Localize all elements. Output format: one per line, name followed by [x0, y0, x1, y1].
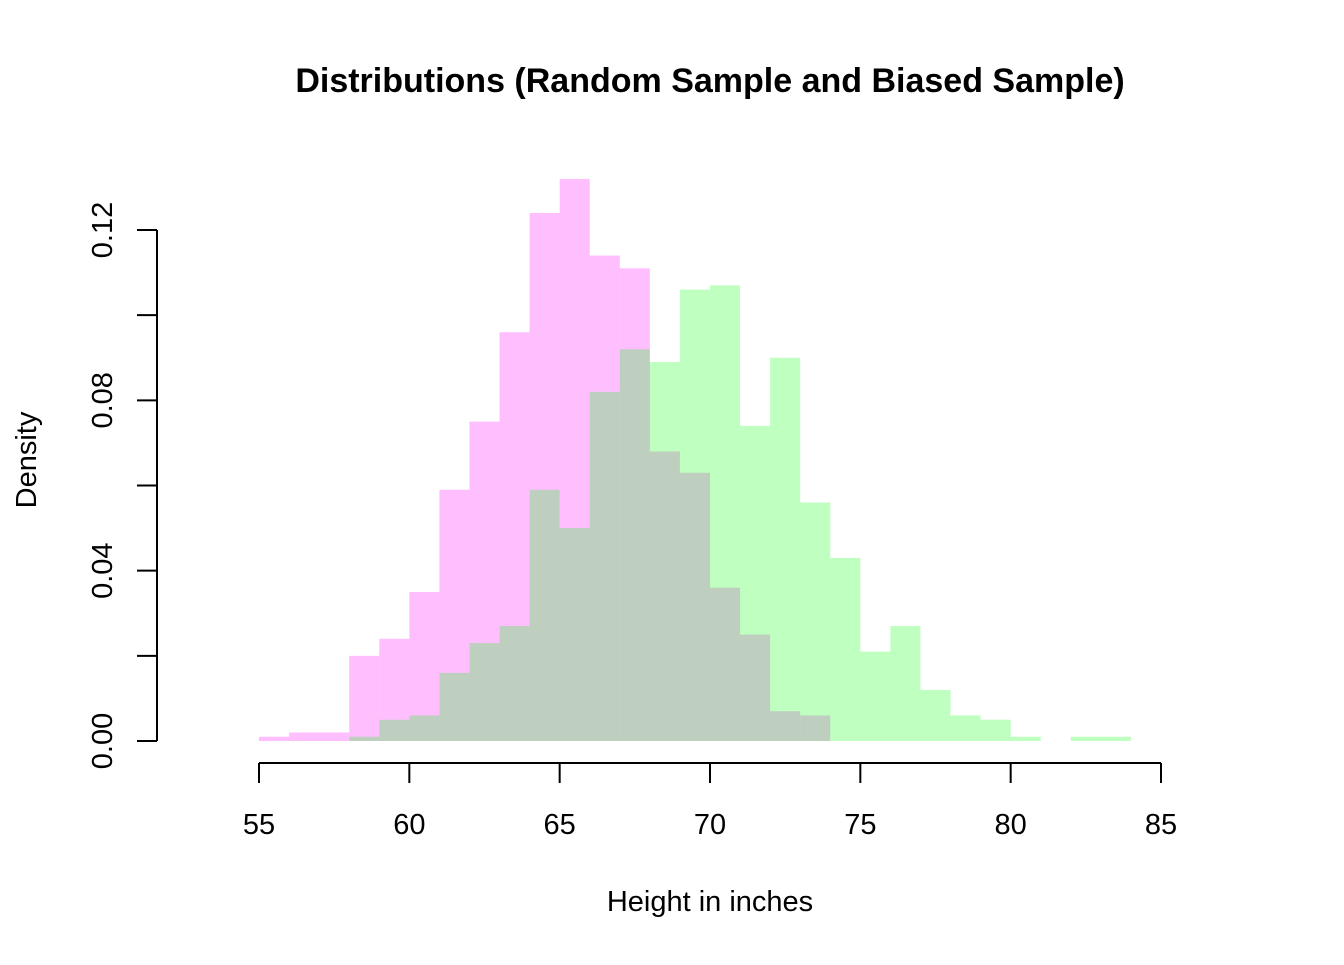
histogram-bar	[950, 715, 981, 741]
histogram-bar	[289, 732, 320, 741]
histogram-bar	[890, 626, 921, 741]
histogram-bar	[679, 472, 710, 741]
histogram-bar	[800, 715, 831, 741]
histogram-bar	[649, 362, 680, 741]
chart-title: Distributions (Random Sample and Biased …	[295, 62, 1124, 100]
histogram-bar	[379, 638, 410, 741]
histogram-bar	[679, 289, 710, 741]
x-tick-label: 85	[1145, 809, 1177, 841]
x-tick-label: 60	[393, 809, 425, 841]
histogram-bar	[349, 736, 380, 741]
histogram-bar	[439, 489, 470, 741]
histogram-bar	[469, 643, 500, 741]
x-tick-label: 65	[544, 809, 576, 841]
histogram-bar	[499, 626, 530, 741]
histogram-bar	[710, 285, 741, 741]
histogram-bar	[409, 591, 440, 741]
histogram-bar	[740, 634, 771, 741]
histogram-bar	[559, 178, 590, 741]
x-axis-label: Height in inches	[607, 886, 813, 918]
x-tick-label: 75	[844, 809, 876, 841]
histogram-bar	[589, 391, 620, 741]
y-tick-label: 0.08	[87, 372, 119, 428]
histogram-bar	[619, 349, 650, 741]
histogram-bar	[1100, 736, 1131, 741]
x-tick-label: 55	[243, 809, 275, 841]
y-tick-label: 0.04	[87, 542, 119, 598]
histogram-bar	[619, 268, 650, 741]
y-axis: 0.00 0.04 0.08 0.12	[87, 202, 158, 769]
histogram-bar	[439, 672, 470, 741]
histogram-bar	[770, 357, 801, 741]
histogram-bar	[469, 421, 500, 741]
histogram-bar	[920, 689, 951, 741]
histogram-bar	[770, 711, 801, 741]
x-tick-label: 80	[995, 809, 1027, 841]
x-axis: 55 60 65 70 75 80 85	[243, 762, 1177, 841]
histogram-bar	[860, 651, 891, 741]
series-random-bars	[259, 178, 831, 742]
histogram-bar	[409, 715, 440, 741]
histogram-bar	[559, 528, 590, 741]
histogram-bar	[529, 489, 560, 741]
histogram-bar	[740, 425, 771, 741]
histogram-bar	[1010, 736, 1041, 741]
histogram-bar	[589, 255, 620, 742]
histogram-bar	[830, 557, 861, 741]
histogram-bar	[980, 719, 1011, 741]
histogram-bar	[259, 736, 290, 741]
histogram-bar	[379, 719, 410, 741]
histogram-bar	[349, 655, 380, 741]
histogram-bar	[649, 451, 680, 741]
histogram-bar	[1070, 736, 1101, 741]
histogram-bar	[499, 332, 530, 741]
histogram-bar	[710, 587, 741, 741]
series-biased-bars	[349, 285, 1131, 741]
histogram-bar	[529, 212, 560, 741]
x-tick-label: 70	[694, 809, 726, 841]
y-tick-label: 0.12	[87, 202, 119, 258]
histogram-bar	[800, 502, 831, 741]
histogram-bar	[319, 732, 350, 741]
y-axis-label: Density	[11, 411, 43, 508]
y-tick-label: 0.00	[87, 713, 119, 769]
